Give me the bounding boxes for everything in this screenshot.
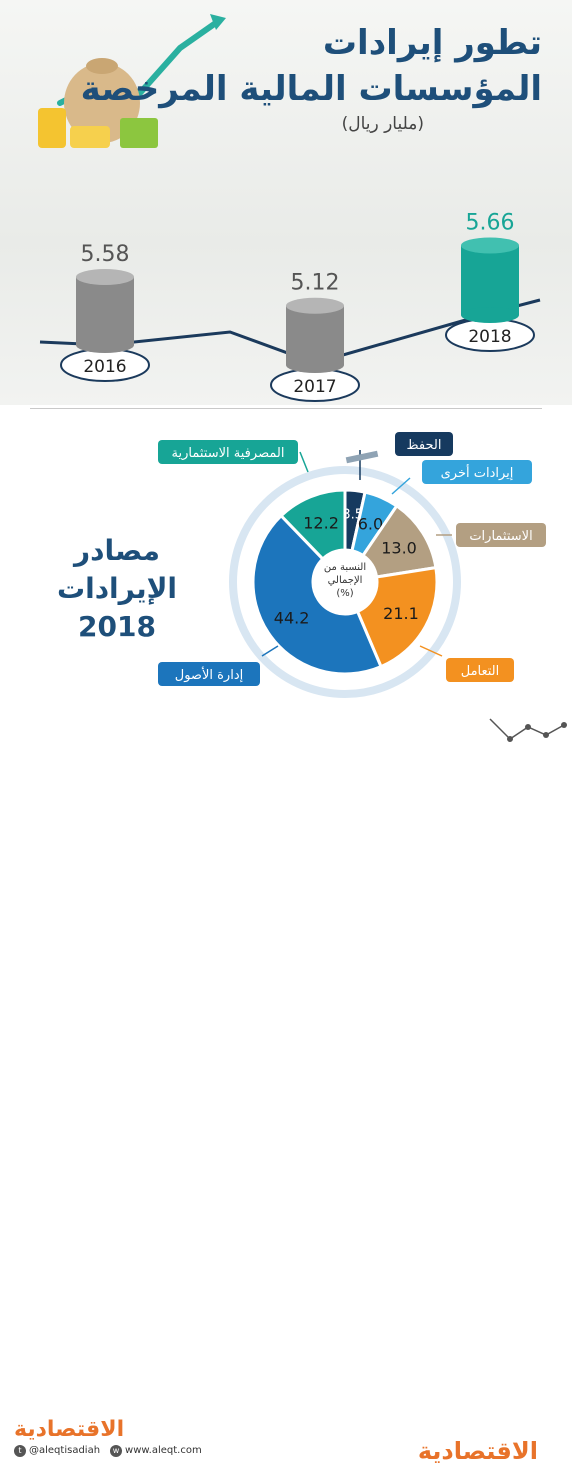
donut-center-label-2: (%): [336, 588, 353, 599]
callout-tag-5: [158, 440, 298, 464]
outer-ring: [229, 466, 461, 698]
bar-category-2017: 2017: [293, 377, 336, 397]
social-links: t @aleqtisadiah w www.aleqt.com: [14, 1445, 202, 1457]
website-url: www.aleqt.com: [125, 1445, 202, 1456]
twitter-icon: t: [14, 1445, 26, 1457]
slice-4: [251, 513, 383, 676]
footer-logo-left: الاقتصادية: [14, 1417, 125, 1442]
inner-ring: [243, 480, 447, 684]
section-title-line-1: مصادر الإيرادات: [56, 534, 178, 605]
bar-bottom-2018: [461, 307, 519, 323]
bar-top-2018: [461, 237, 519, 254]
callout-line-5: [299, 451, 309, 473]
callout-line-3: [419, 645, 443, 657]
title-line-1: تطور إيرادات: [322, 23, 542, 63]
callout-tag-4: [158, 662, 260, 686]
twitter-handle: @aleqtisadiah: [29, 1445, 101, 1456]
page-title: تطور إيرادات المؤسسات المالية المرخصة: [80, 20, 542, 112]
slice-value-3: 21.1: [383, 604, 419, 623]
donut-center: [315, 552, 375, 612]
section-divider: [30, 408, 542, 409]
bar-top-2016: [76, 268, 134, 285]
slice-value-4: 44.2: [274, 608, 310, 627]
callout-label-1: إيرادات أخرى: [441, 464, 514, 481]
callout-line-4: [261, 645, 279, 657]
donut-center-label-0: النسبة من: [324, 562, 366, 573]
bar-category-2018: 2018: [468, 327, 511, 347]
twitter-link[interactable]: t @aleqtisadiah: [14, 1445, 100, 1457]
callout-tag-0: [395, 432, 453, 456]
callout-label-2: الاستثمارات: [469, 529, 532, 544]
section-title-line-2: 2018: [78, 610, 156, 643]
callout-tag-1: [422, 460, 532, 484]
callout-tag-3: [446, 658, 514, 682]
bar-category-2016: 2016: [83, 357, 126, 377]
money-illustration-icon: [38, 14, 226, 148]
callout-label-0: الحفظ: [407, 438, 442, 453]
bar-top-2017: [286, 297, 344, 314]
bar-bottom-2017: [286, 357, 344, 373]
callout-label-5: المصرفية الاستثمارية: [172, 446, 285, 461]
callout-label-3: التعامل: [461, 664, 500, 679]
donut-center-label-1: الإجمالي: [328, 575, 363, 586]
revenue-bar-chart: 5.58 2016 5.12 2017 5.66 2018: [39, 210, 541, 402]
section-title: مصادر الإيرادات 2018: [22, 532, 212, 646]
bar-2016: [76, 276, 134, 345]
custody-marker-icon: [345, 450, 379, 464]
slice-value-5: 12.2: [303, 514, 339, 533]
bar-2017: [286, 305, 344, 365]
title-line-2: المؤسسات المالية المرخصة: [80, 69, 542, 109]
slice-value-1: 6.0: [358, 514, 383, 533]
bar-value-2018: 5.66: [466, 210, 515, 235]
slice-3: [355, 565, 439, 669]
unit-label: (مليار ريال): [341, 114, 424, 134]
trend-line-icon: [489, 718, 567, 742]
callout-line-1: [391, 477, 411, 495]
callout-label-4: إدارة الأصول: [175, 666, 243, 683]
slice-value-2: 13.0: [381, 539, 417, 558]
globe-icon: w: [110, 1445, 123, 1457]
footer-logo-right: الاقتصادية: [417, 1437, 538, 1465]
bar-value-2017: 5.12: [291, 271, 340, 296]
callout-tag-2: [456, 523, 546, 547]
slice-5: [279, 488, 347, 562]
website-link[interactable]: w www.aleqt.com: [110, 1445, 202, 1457]
bar-2018: [461, 245, 519, 315]
bar-bottom-2016: [76, 337, 134, 353]
footer: الاقتصادية t @aleqtisadiah w www.aleqt.com…: [0, 705, 572, 1465]
bar-value-2016: 5.58: [81, 242, 130, 267]
